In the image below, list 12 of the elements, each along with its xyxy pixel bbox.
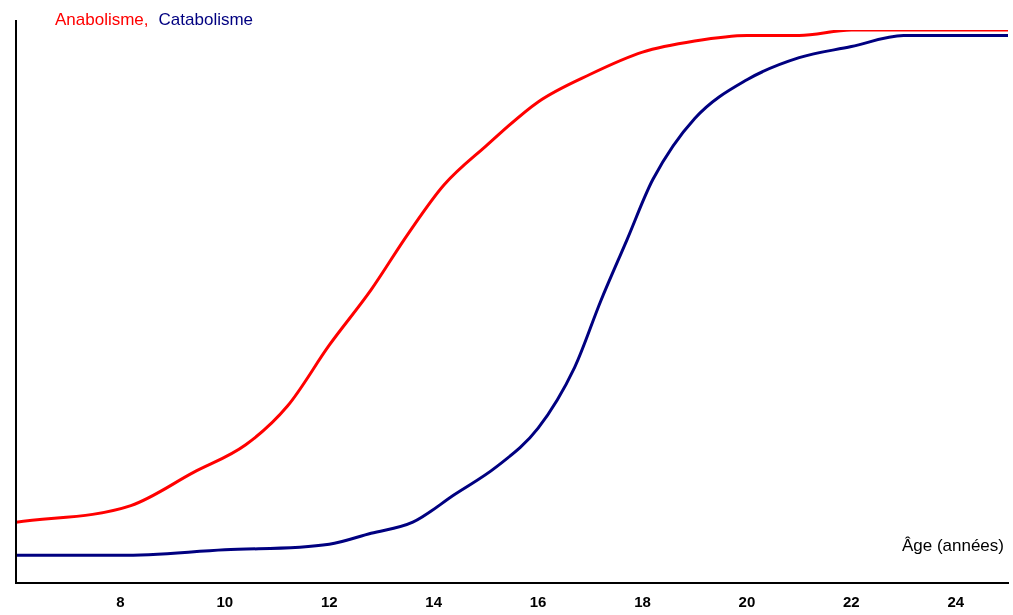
x-tick-label: 16	[529, 593, 547, 611]
x-tick-label: 8	[116, 593, 125, 611]
x-tick-label: 14	[425, 593, 443, 611]
x-tick-label: 20	[738, 593, 756, 611]
text: Anabolisme,	[55, 10, 149, 30]
x-tick-label: 22	[843, 593, 860, 611]
x-tick-label: 18	[634, 593, 651, 611]
x-tick-label: 24	[947, 593, 965, 611]
x-axis-title: Âge (années)	[901, 536, 1004, 556]
x-tick-label: 12	[320, 593, 338, 611]
x-tick-label: 10	[216, 593, 234, 611]
text: Catabolisme	[158, 10, 254, 30]
